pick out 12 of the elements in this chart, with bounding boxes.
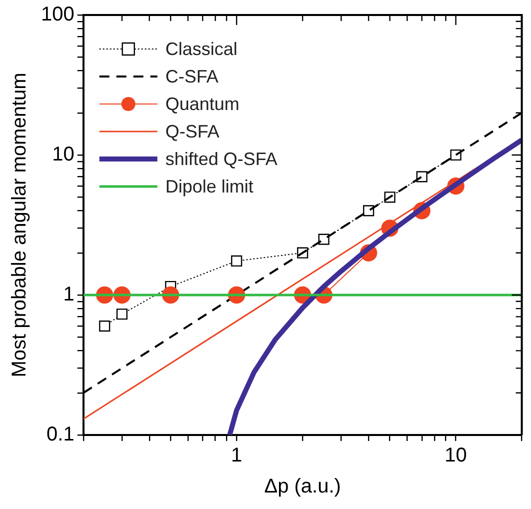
- y-tick-label: 10: [52, 144, 74, 166]
- legend-label: Dipole limit: [165, 176, 254, 196]
- legend-label: shifted Q-SFA: [165, 148, 278, 169]
- y-axis-title: Most probable angular momentum: [8, 72, 31, 378]
- legend-label: Classical: [165, 38, 238, 59]
- y-tick-label: 100: [40, 4, 74, 26]
- y-tick-label: 0.1: [46, 424, 74, 446]
- legend-label: C-SFA: [165, 66, 218, 86]
- legend-label: Q-SFA: [165, 121, 220, 142]
- y-tick-label: 1: [63, 284, 74, 306]
- x-axis-title: Δp (a.u.): [264, 476, 341, 498]
- legend-label: Quantum: [165, 94, 240, 114]
